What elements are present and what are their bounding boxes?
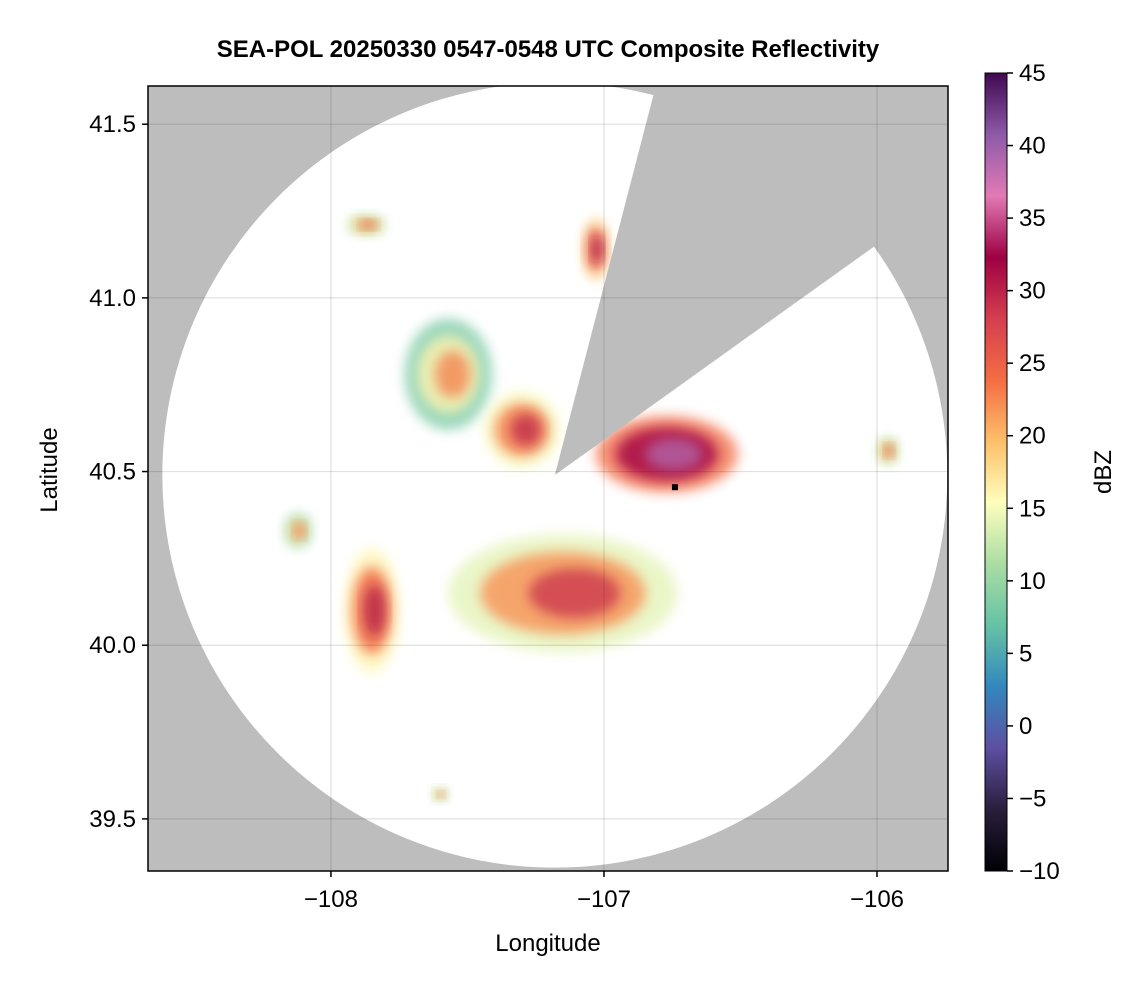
echo-cell	[448, 534, 678, 653]
echo-cell	[877, 436, 899, 465]
colorbar-label: dBZ	[1090, 450, 1117, 494]
plot-frame	[147, 85, 949, 872]
y-axis-label: Latitude	[36, 427, 63, 512]
colorbar-tick-label: 30	[1019, 278, 1046, 305]
y-tick-label: 39.5	[89, 806, 136, 833]
chart-title: SEA-POL 20250330 0547-0548 UTC Composite…	[217, 36, 880, 63]
echo-cell	[347, 214, 386, 236]
x-tick-label: −106	[850, 886, 904, 913]
colorbar-tick-label: −5	[1019, 785, 1046, 812]
x-axis-ticks: −108 −107 −106	[304, 871, 904, 913]
echo-cell	[284, 513, 312, 548]
y-tick-label: 40.0	[89, 632, 136, 659]
echo-cell	[483, 391, 561, 469]
colorbar-tick-label: 20	[1019, 423, 1046, 450]
colorbar-tick-label: 5	[1019, 640, 1032, 667]
colorbar-tick-label: 35	[1019, 205, 1046, 232]
colorbar-tick-label: 25	[1019, 350, 1046, 377]
colorbar-tick-label: −10	[1019, 858, 1060, 885]
echo-cell	[582, 217, 610, 281]
echo-cell	[344, 547, 400, 674]
y-tick-label: 41.5	[89, 111, 136, 138]
echo-cell	[404, 318, 493, 430]
colorbar-ticks: −10 −5 0 5 10 15 20 25 30 35 40 45	[1007, 60, 1060, 885]
x-tick-label: −107	[577, 886, 631, 913]
blocked-sector	[554, 86, 948, 476]
colorbar	[984, 72, 1008, 872]
colorbar-tick-label: 45	[1019, 60, 1046, 87]
colorbar-tick-label: 15	[1019, 495, 1046, 522]
y-axis-ticks: 39.5 40.0 40.5 41.0 41.5	[89, 111, 148, 833]
x-axis-label: Longitude	[495, 930, 600, 957]
colorbar-tick-label: 40	[1019, 133, 1046, 160]
echo-cell	[431, 787, 449, 802]
colorbar-tick-label: 0	[1019, 713, 1032, 740]
echo-cell	[595, 415, 738, 493]
echo-layer	[284, 214, 899, 802]
radar-site-marker	[671, 484, 678, 491]
grid-lines	[148, 86, 948, 871]
y-tick-label: 40.5	[89, 459, 136, 486]
y-tick-label: 41.0	[89, 285, 136, 312]
colorbar-tick-label: 10	[1019, 568, 1046, 595]
x-tick-label: −108	[304, 886, 358, 913]
